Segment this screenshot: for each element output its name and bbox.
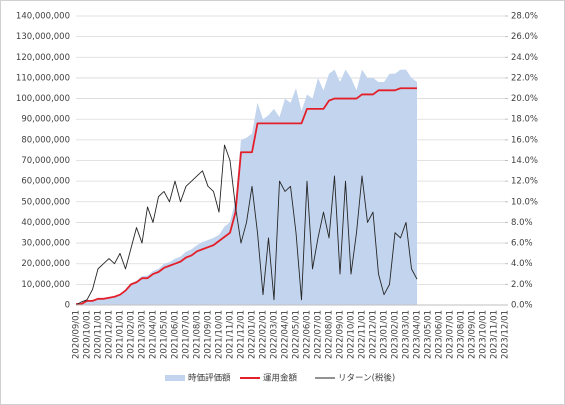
x-tick-label: 2023/10/01	[479, 310, 489, 359]
x-tick-label: 2023/12/01	[501, 310, 511, 359]
legend-label: リターン(税後)	[338, 373, 395, 384]
y-tick-label: 80,000,000	[21, 135, 70, 145]
y-tick-label: 20,000,000	[21, 259, 70, 269]
y2-tick-label: 28.0%	[511, 12, 538, 22]
x-tick-label: 2022/09/01	[336, 310, 346, 359]
y2-tick-label: 24.0%	[511, 53, 538, 63]
x-tick-label: 2021/12/01	[237, 310, 247, 359]
y2-tick-label: 2.0%	[511, 280, 533, 290]
x-tick-label: 2021/01/01	[116, 310, 126, 359]
y-tick-label: 30,000,000	[21, 239, 70, 249]
y2-tick-label: 26.0%	[511, 32, 538, 42]
x-tick-label: 2022/02/01	[259, 310, 269, 359]
x-tick-label: 2023/06/01	[435, 310, 445, 359]
x-tick-label: 2021/11/01	[226, 310, 236, 359]
x-tick-label: 2022/11/01	[358, 310, 368, 359]
x-tick-label: 2023/11/01	[490, 310, 500, 359]
y-tick-label: 110,000,000	[16, 73, 70, 83]
y2-tick-label: 22.0%	[511, 73, 538, 83]
x-tick-label: 2021/09/01	[204, 310, 214, 359]
y2-tick-label: 8.0%	[511, 218, 533, 228]
x-tick-label: 2020/09/01	[72, 310, 82, 359]
y-tick-label: 130,000,000	[16, 32, 70, 42]
x-tick-label: 2022/01/01	[248, 310, 258, 359]
y2-tick-label: 20.0%	[511, 94, 538, 104]
x-tick-label: 2022/06/01	[303, 310, 313, 359]
x-tick-label: 2023/01/01	[380, 310, 390, 359]
line	[75, 144, 418, 306]
x-tick-label: 2022/10/01	[347, 310, 357, 359]
y2-tick-label: 6.0%	[511, 239, 533, 249]
x-tick-label: 2021/04/01	[149, 310, 159, 359]
legend-swatch	[165, 375, 185, 381]
x-tick-label: 2021/03/01	[138, 310, 148, 359]
x-tick-label: 2023/02/01	[391, 310, 401, 359]
x-tick-label: 2023/07/01	[446, 310, 456, 359]
x-tick-label: 2020/11/01	[94, 310, 104, 359]
y-tick-label: 60,000,000	[21, 177, 70, 187]
x-tick-label: 2022/03/01	[270, 310, 280, 359]
x-tick-label: 2020/12/01	[105, 310, 115, 359]
x-tick-label: 2021/02/01	[127, 310, 137, 359]
y2-tick-label: 18.0%	[511, 115, 538, 125]
y2-tick-label: 14.0%	[511, 156, 538, 166]
x-tick-label: 2021/05/01	[160, 310, 170, 359]
x-tick-label: 2022/04/01	[281, 310, 291, 359]
x-tick-label: 2022/08/01	[325, 310, 335, 359]
x-tick-label: 2020/10/01	[83, 310, 93, 359]
x-tick-label: 2023/03/01	[402, 310, 412, 359]
y2-tick-label: 0.0%	[511, 301, 533, 311]
y2-tick-label: 4.0%	[511, 259, 533, 269]
y-tick-label: 40,000,000	[21, 218, 70, 228]
x-tick-label: 2021/07/01	[182, 310, 192, 359]
x-tick-label: 2023/09/01	[468, 310, 478, 359]
legend-label: 運用金額	[263, 373, 298, 384]
y-tick-label: 70,000,000	[21, 156, 70, 166]
area	[76, 69, 417, 306]
x-tick-label: 2023/05/01	[424, 310, 434, 359]
y-tick-label: 100,000,000	[16, 94, 70, 104]
x-tick-label: 2022/05/01	[292, 310, 302, 359]
x-tick-label: 2021/08/01	[193, 310, 203, 359]
y-tick-label: 50,000,000	[21, 197, 70, 207]
y-tick-label: 10,000,000	[21, 280, 70, 290]
x-tick-label: 2022/07/01	[314, 310, 324, 359]
y-tick-label: 140,000,000	[16, 12, 70, 22]
y-tick-label: 90,000,000	[21, 115, 70, 125]
x-tick-label: 2021/06/01	[171, 310, 181, 359]
y2-tick-label: 10.0%	[511, 197, 538, 207]
x-tick-label: 2023/08/01	[457, 310, 467, 359]
x-tick-label: 2023/04/01	[413, 310, 423, 359]
line	[76, 87, 417, 305]
y2-tick-label: 16.0%	[511, 135, 538, 145]
x-tick-label: 2022/12/01	[369, 310, 379, 359]
y-tick-label: 120,000,000	[16, 53, 70, 63]
y-tick-label: 0	[65, 301, 70, 311]
legend-label: 時価評価額	[188, 373, 231, 384]
y2-tick-label: 12.0%	[511, 177, 538, 187]
x-tick-label: 2021/10/01	[215, 310, 225, 359]
